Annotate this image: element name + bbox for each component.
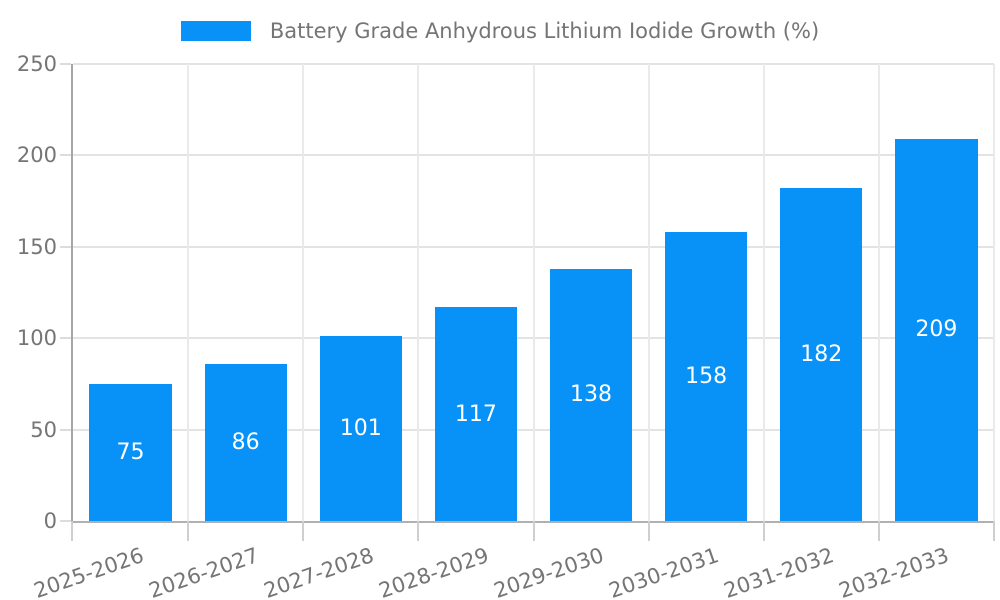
bar-value-label: 117	[454, 401, 497, 427]
bar-value-label: 182	[800, 342, 843, 368]
y-axis-tick-label: 100	[16, 326, 57, 351]
bar-value-label: 86	[231, 429, 260, 455]
bar[interactable]: 182	[780, 188, 863, 521]
x-axis-tick-label-text: 2031-2032	[721, 543, 838, 600]
v-gridline	[302, 64, 305, 521]
bar-value-label: 209	[915, 317, 958, 343]
bar-value-label: 101	[339, 416, 382, 442]
legend-swatch	[180, 21, 251, 41]
bar[interactable]: 86	[204, 363, 287, 521]
y-axis-tick	[60, 63, 71, 65]
bar-value-label: 75	[116, 439, 145, 465]
bar[interactable]: 158	[665, 232, 748, 521]
v-gridline	[417, 64, 420, 521]
bar[interactable]: 209	[895, 138, 978, 521]
v-gridline	[877, 64, 880, 521]
x-axis-tick	[993, 521, 995, 541]
legend-item[interactable]: Battery Grade Anhydrous Lithium Iodide G…	[180, 19, 820, 43]
bar[interactable]: 75	[89, 383, 172, 521]
y-axis-tick	[60, 245, 71, 248]
x-axis-tick	[302, 521, 305, 541]
legend-label: Battery Grade Anhydrous Lithium Iodide G…	[269, 19, 820, 43]
v-gridline	[532, 64, 535, 521]
y-axis-tick-label: 150	[16, 234, 57, 259]
bar[interactable]: 138	[549, 268, 633, 521]
x-axis-tick	[762, 521, 765, 541]
x-axis-tick	[647, 521, 650, 541]
y-axis-tick-label: 200	[16, 143, 57, 168]
y-axis-tick	[60, 337, 71, 340]
y-axis-tick-label: 50	[30, 417, 57, 442]
bar-value-label: 158	[685, 364, 728, 390]
x-axis-tick-label-text: 2032-2033	[836, 543, 953, 600]
y-axis-tick	[60, 154, 71, 157]
x-axis-tick	[417, 521, 420, 541]
x-axis-tick-label-text: 2026-2027	[145, 543, 262, 600]
y-axis-tick-label: 250	[16, 52, 57, 76]
bar[interactable]: 117	[434, 307, 518, 521]
chart-legend: Battery Grade Anhydrous Lithium Iodide G…	[0, 16, 1000, 46]
y-axis-tick	[60, 428, 71, 431]
y-axis-line	[71, 64, 73, 521]
x-axis-tick-label-text: 2029-2030	[490, 543, 607, 600]
x-axis-tick	[71, 521, 73, 541]
x-axis-tick-label-text: 2030-2031	[605, 543, 723, 600]
x-axis-tick	[532, 521, 535, 541]
plot-area: 0 50 100 150 200 250 75 86 101 117 138 158 182 209 202…	[17, 52, 995, 600]
v-gridline	[762, 64, 765, 521]
bar[interactable]: 101	[319, 336, 402, 521]
v-gridline	[187, 64, 190, 521]
x-axis-tick-label-text: 2027-2028	[260, 543, 377, 600]
x-axis-tick-label-text: 2028-2029	[375, 543, 492, 600]
y-axis-tick-label: 0	[43, 509, 57, 533]
x-axis-tick-label-text: 2025-2026	[30, 543, 147, 600]
v-gridline	[993, 64, 995, 521]
y-axis-tick	[60, 520, 71, 522]
bar-value-label: 138	[570, 382, 613, 408]
x-axis-tick	[187, 521, 190, 541]
x-axis-tick	[877, 521, 880, 541]
v-gridline	[647, 64, 650, 521]
